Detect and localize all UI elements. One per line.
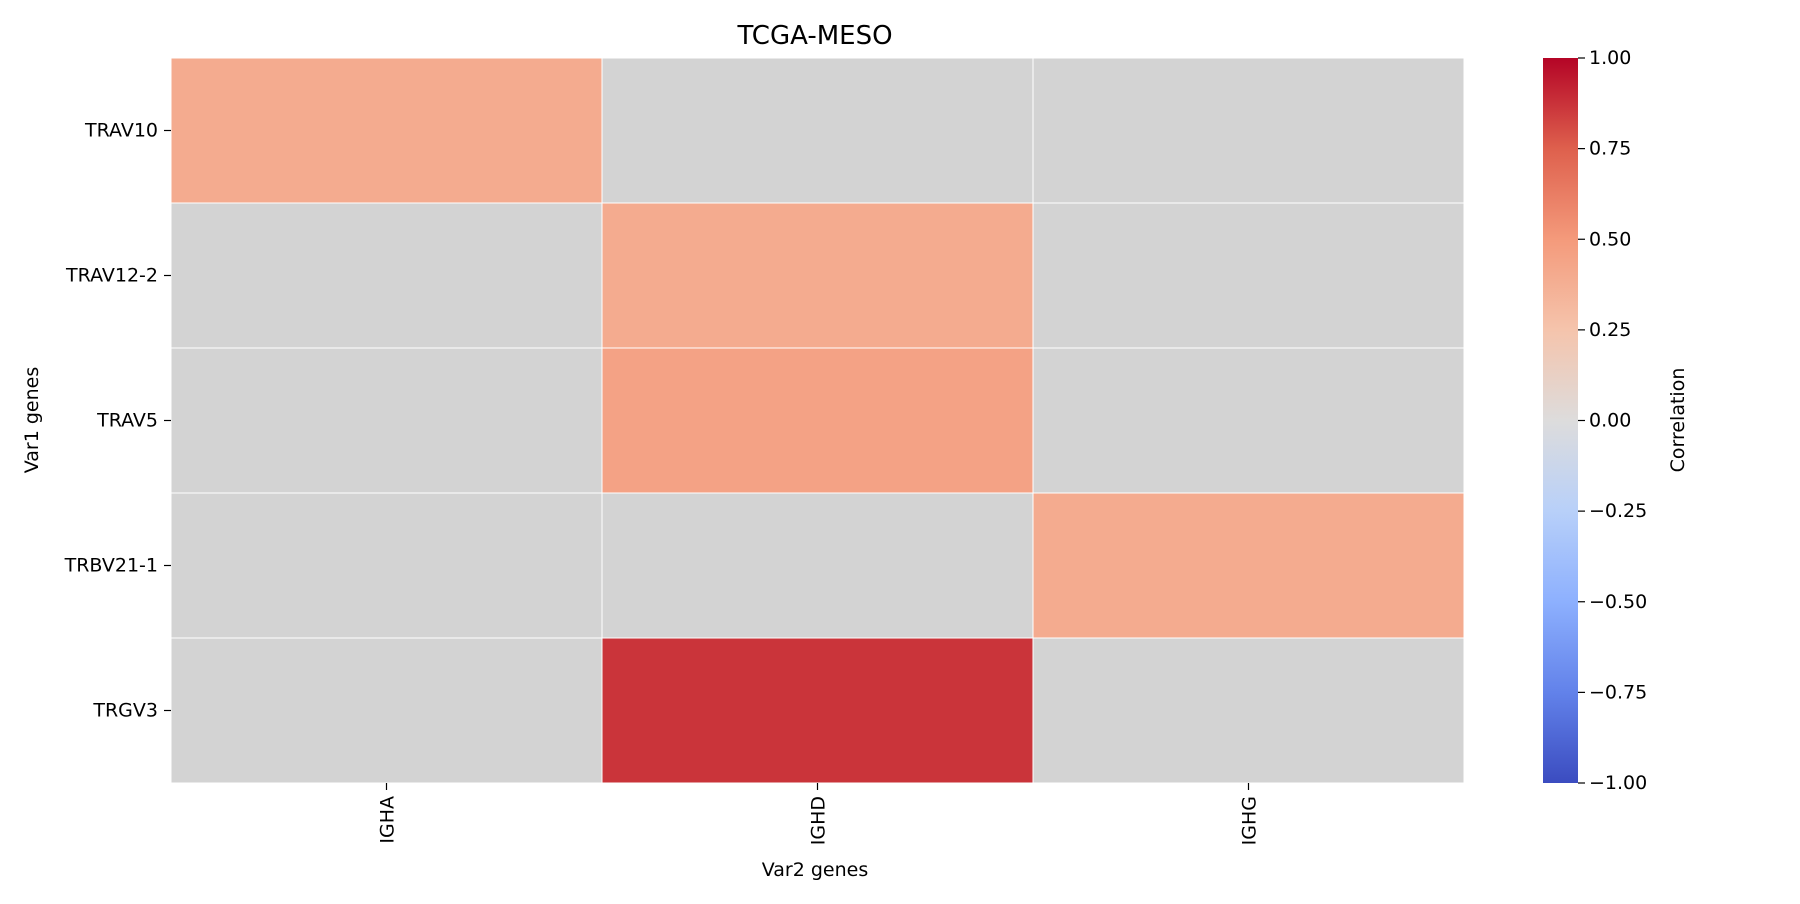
y-tick-label: TRBV21-1 bbox=[64, 555, 158, 577]
heatmap-cell bbox=[601, 202, 1034, 349]
colorbar-tick-label: −0.25 bbox=[1589, 500, 1647, 522]
colorbar-tick-label: −0.75 bbox=[1589, 681, 1647, 703]
heatmap-cell bbox=[170, 492, 603, 639]
x-tick-label: IGHG bbox=[1239, 796, 1261, 845]
colorbar-tick-label: 1.00 bbox=[1589, 47, 1631, 69]
colorbar-tick-label: 0.75 bbox=[1589, 138, 1631, 160]
heatmap-cell bbox=[601, 57, 1034, 204]
colorbar: 1.00 0.75 0.50 0.25 0.00 −0.25 −0.50 −0.75 −1.00 bbox=[1543, 47, 1647, 794]
chart-title: TCGA-MESO bbox=[736, 21, 892, 51]
colorbar-tick-label: −0.50 bbox=[1589, 591, 1647, 613]
heatmap-cell bbox=[1032, 202, 1465, 349]
colorbar-gradient bbox=[1543, 58, 1578, 783]
colorbar-label: Correlation bbox=[1667, 368, 1689, 473]
heatmap-cell bbox=[170, 57, 603, 204]
colorbar-tick-label: −1.00 bbox=[1589, 772, 1647, 794]
colorbar-tick-label: 0.50 bbox=[1589, 228, 1631, 250]
y-tick-label: TRGV3 bbox=[92, 700, 158, 722]
heatmap-cell bbox=[170, 637, 603, 784]
y-tick-label: TRAV12-2 bbox=[65, 265, 158, 287]
y-axis: TRAV10 TRAV12-2 TRAV5 TRBV21-1 TRGV3 bbox=[64, 120, 171, 722]
y-tick-label: TRAV5 bbox=[96, 410, 158, 432]
heatmap-cell bbox=[1032, 637, 1465, 784]
x-tick-label: IGHA bbox=[377, 796, 399, 844]
y-tick-label: TRAV10 bbox=[84, 120, 158, 142]
heatmap-cell bbox=[1032, 492, 1465, 639]
heatmap-cell bbox=[1032, 57, 1465, 204]
x-axis: IGHA IGHD IGHG bbox=[377, 783, 1261, 845]
colorbar-tick-label: 0.00 bbox=[1589, 410, 1631, 432]
heatmap-cell bbox=[601, 347, 1034, 494]
heatmap-cell bbox=[601, 492, 1034, 639]
heatmap-cell bbox=[1032, 347, 1465, 494]
heatmap-cell bbox=[170, 202, 603, 349]
x-tick-label: IGHD bbox=[808, 796, 830, 845]
heatmap-cell bbox=[170, 347, 603, 494]
heatmap-cells bbox=[170, 57, 1465, 784]
colorbar-tick-label: 0.25 bbox=[1589, 319, 1631, 341]
x-axis-label: Var2 genes bbox=[762, 859, 869, 881]
heatmap-cell bbox=[601, 637, 1034, 784]
y-axis-label: Var1 genes bbox=[21, 367, 43, 474]
